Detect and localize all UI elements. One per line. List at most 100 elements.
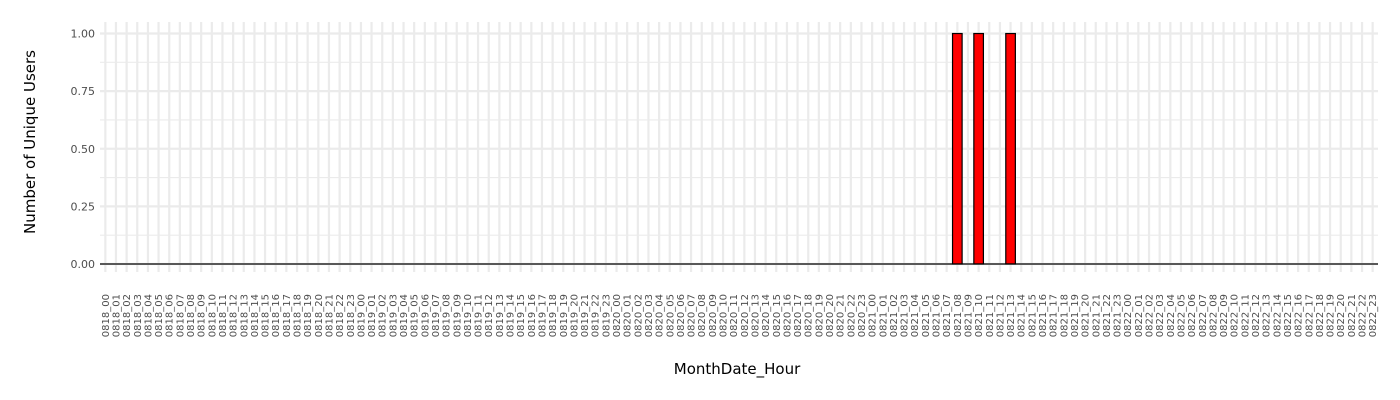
x-tick-label: 0820_13 <box>750 294 761 337</box>
x-tick-label: 0820_06 <box>676 294 687 337</box>
x-tick-label: 0818_19 <box>303 294 314 337</box>
bars <box>100 32 1378 265</box>
x-tick-label: 0821_15 <box>1027 294 1038 337</box>
x-tick-label: 0818_10 <box>207 294 218 337</box>
x-tick-label: 0820_21 <box>836 294 847 337</box>
x-tick-label: 0819_07 <box>431 294 442 337</box>
x-tick-label: 0821_04 <box>910 294 921 337</box>
x-tick-label: 0820_11 <box>729 294 740 337</box>
x-tick-label: 0819_15 <box>516 294 527 337</box>
y-tick-label: 0.00 <box>71 258 96 271</box>
x-tick-label: 0820_08 <box>697 294 708 337</box>
x-tick-label: 0821_18 <box>1059 294 1070 337</box>
x-tick-label: 0821_17 <box>1049 294 1060 337</box>
x-axis-title: MonthDate_Hour <box>674 360 801 379</box>
x-tick-label: 0821_11 <box>985 294 996 337</box>
x-tick-label: 0821_06 <box>932 294 943 337</box>
x-tick-label: 0819_21 <box>580 294 591 337</box>
x-tick-label: 0819_11 <box>474 294 485 337</box>
x-tick-label: 0820_17 <box>793 294 804 337</box>
x-tick-label: 0821_00 <box>868 294 879 337</box>
x-tick-label: 0820_07 <box>687 294 698 337</box>
y-axis-title: Number of Unique Users <box>21 50 39 234</box>
x-tick-label: 0820_10 <box>719 294 730 337</box>
x-tick-label: 0819_16 <box>527 294 538 337</box>
x-tick-label: 0822_19 <box>1326 294 1337 337</box>
x-tick-label: 0819_19 <box>559 294 570 337</box>
x-tick-label: 0820_03 <box>644 294 655 337</box>
y-tick-label: 1.00 <box>71 28 96 41</box>
x-tick-label: 0820_23 <box>857 294 868 337</box>
x-tick-label: 0821_01 <box>878 294 889 337</box>
x-tick-label: 0819_17 <box>537 294 548 337</box>
x-tick-label: 0822_17 <box>1304 294 1315 337</box>
x-tick-label: 0822_10 <box>1230 294 1241 337</box>
x-tick-label: 0820_14 <box>761 294 772 337</box>
x-tick-label: 0819_06 <box>420 294 431 337</box>
x-tick-label: 0822_13 <box>1262 294 1273 337</box>
x-tick-label: 0820_22 <box>846 294 857 337</box>
y-tick-label: 0.50 <box>71 143 96 156</box>
x-tick-label: 0819_10 <box>463 294 474 337</box>
x-tick-label: 0822_04 <box>1166 294 1177 337</box>
x-tick-label: 0819_00 <box>356 294 367 337</box>
x-tick-label: 0821_05 <box>921 294 932 337</box>
x-tick-label: 0819_20 <box>569 294 580 337</box>
x-tick-label: 0818_01 <box>111 294 122 337</box>
x-tick-label: 0819_05 <box>410 294 421 337</box>
grid <box>100 22 1378 272</box>
x-tick-label: 0822_07 <box>1198 294 1209 337</box>
x-tick-label: 0818_17 <box>282 294 293 337</box>
x-tick-label: 0822_09 <box>1219 294 1230 337</box>
x-tick-label: 0821_16 <box>1038 294 1049 337</box>
x-tick-label: 0819_01 <box>367 294 378 337</box>
x-tick-label: 0819_03 <box>388 294 399 337</box>
x-tick-label: 0820_15 <box>772 294 783 337</box>
x-axis-ticks: 0818_00 0818_01 0818_02 0818_03 0818_04 0818_… <box>101 294 1379 337</box>
bar <box>973 32 985 265</box>
x-tick-label: 0818_09 <box>197 294 208 337</box>
x-tick-label: 0819_04 <box>399 294 410 337</box>
x-tick-label: 0818_12 <box>229 294 240 337</box>
x-tick-label: 0822_02 <box>1145 294 1156 337</box>
x-tick-label: 0818_20 <box>314 294 325 337</box>
x-tick-label: 0821_10 <box>974 294 985 337</box>
x-tick-label: 0818_13 <box>239 294 250 337</box>
x-tick-label: 0821_08 <box>953 294 964 337</box>
x-tick-label: 0819_12 <box>484 294 495 337</box>
x-tick-label: 0818_15 <box>261 294 272 337</box>
x-tick-label: 0822_12 <box>1251 294 1262 337</box>
x-tick-label: 0818_22 <box>335 294 346 337</box>
x-tick-label: 0821_19 <box>1070 294 1081 337</box>
y-tick-label: 0.75 <box>71 85 96 98</box>
x-tick-label: 0822_01 <box>1134 294 1145 337</box>
x-tick-label: 0819_23 <box>601 294 612 337</box>
x-tick-label: 0821_21 <box>1091 294 1102 337</box>
x-tick-label: 0821_22 <box>1102 294 1113 337</box>
x-tick-label: 0822_18 <box>1315 294 1326 337</box>
x-tick-label: 0818_06 <box>165 294 176 337</box>
x-tick-label: 0821_09 <box>963 294 974 337</box>
bar <box>951 32 963 265</box>
x-tick-label: 0822_22 <box>1358 294 1369 337</box>
x-tick-label: 0822_08 <box>1208 294 1219 337</box>
x-tick-label: 0819_02 <box>378 294 389 337</box>
bar <box>1005 32 1016 265</box>
x-tick-label: 0821_14 <box>1017 294 1028 337</box>
x-tick-label: 0819_13 <box>495 294 506 337</box>
x-tick-label: 0822_21 <box>1347 294 1358 337</box>
x-tick-label: 0822_14 <box>1272 294 1283 337</box>
x-tick-label: 0820_05 <box>665 294 676 337</box>
x-tick-label: 0822_16 <box>1294 294 1305 337</box>
x-tick-label: 0818_21 <box>324 294 335 337</box>
x-tick-label: 0820_19 <box>814 294 825 337</box>
x-tick-label: 0822_23 <box>1368 294 1379 337</box>
x-tick-label: 0818_16 <box>271 294 282 337</box>
x-tick-label: 0821_02 <box>889 294 900 337</box>
x-tick-label: 0821_07 <box>942 294 953 337</box>
x-tick-label: 0818_04 <box>143 294 154 337</box>
x-tick-label: 0820_04 <box>655 294 666 337</box>
x-tick-label: 0818_08 <box>186 294 197 337</box>
x-tick-label: 0822_06 <box>1187 294 1198 337</box>
